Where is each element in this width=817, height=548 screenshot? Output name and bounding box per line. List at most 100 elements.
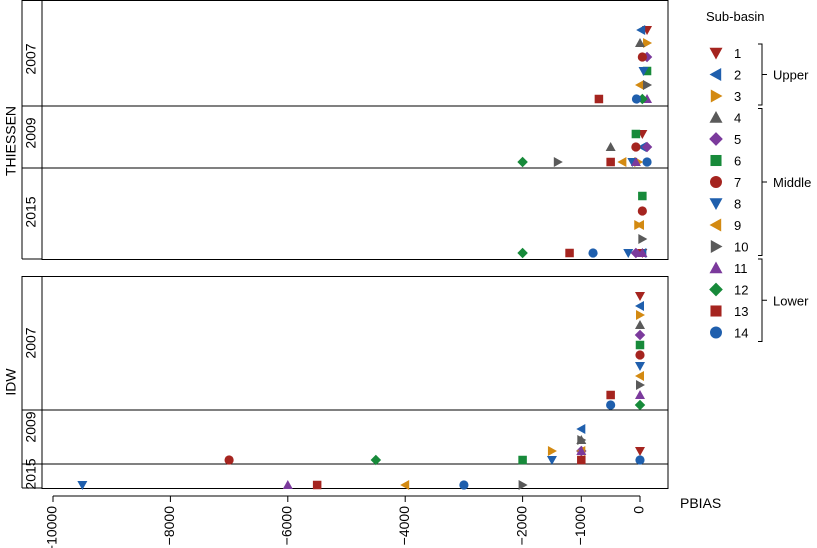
x-tick-label: −4000 <box>396 506 412 546</box>
legend-label-2: 2 <box>734 68 741 83</box>
year-label: 2007 <box>23 43 39 74</box>
legend-item-14: 14 <box>710 326 748 341</box>
point-thiessen-2009-sb14 <box>642 157 652 167</box>
legend-label-14: 14 <box>734 326 748 341</box>
point-thiessen-2007-sb10 <box>643 80 653 90</box>
point-thiessen-2009-sb9 <box>617 157 627 167</box>
point-thiessen-2007-sb3 <box>643 38 653 48</box>
point-thiessen-2009-sb7 <box>631 142 641 152</box>
point-idw-2009-sb8 <box>546 456 557 465</box>
legend-title: Sub-basin <box>706 9 765 24</box>
legend-label-10: 10 <box>734 240 748 255</box>
point-thiessen-2015-sb7 <box>637 206 647 216</box>
legend-group-label: Middle <box>773 175 811 190</box>
legend-item-9: 9 <box>709 218 741 233</box>
method-label: IDW <box>3 368 19 396</box>
point-idw-2007-sb4 <box>635 320 645 329</box>
legend-label-7: 7 <box>734 175 741 190</box>
legend-marker-12 <box>709 282 723 297</box>
point-idw-2009-sb14 <box>635 455 645 465</box>
legend-marker-13 <box>710 305 722 317</box>
point-idw-2007-sb3 <box>636 310 645 320</box>
point-thiessen-2015-sb13 <box>565 248 574 258</box>
legend-marker-8 <box>709 198 723 210</box>
point-thiessen-2007-sb9 <box>635 80 644 90</box>
point-thiessen-2015-sb8 <box>623 249 634 258</box>
x-tick-label: −8000 <box>161 506 177 546</box>
legend-item-6: 6 <box>710 154 741 169</box>
legend-marker-2 <box>709 68 722 81</box>
point-idw-2007-sb13 <box>606 390 615 400</box>
point-thiessen-2009-sb4 <box>605 142 616 151</box>
legend-marker-10 <box>710 240 723 253</box>
legend-bracket <box>758 108 767 256</box>
data-points <box>77 25 653 490</box>
legend-item-4: 4 <box>709 111 741 126</box>
method-label: THIESSEN <box>3 106 19 176</box>
legend: Sub-basin1234567891011121314UpperMiddleL… <box>706 9 811 342</box>
legend-label-5: 5 <box>734 132 741 147</box>
point-idw-2007-sb5 <box>634 329 646 341</box>
legend-marker-14 <box>710 326 722 339</box>
x-axis-label: PBIAS <box>680 495 721 511</box>
legend-label-12: 12 <box>734 283 748 298</box>
legend-item-8: 8 <box>709 197 741 212</box>
point-idw-2007-sb11 <box>635 390 645 399</box>
legend-label-1: 1 <box>734 46 741 61</box>
point-idw-2007-sb10 <box>636 380 645 390</box>
point-thiessen-2007-sb6 <box>642 66 652 76</box>
legend-label-13: 13 <box>734 304 748 319</box>
year-label: 2007 <box>23 327 39 358</box>
point-idw-2009-sb3 <box>547 446 557 456</box>
x-axis: −10000 −8000 −6000 −4000 −2000 −1000 0 PBIAS <box>44 495 722 548</box>
point-idw-2009-sb12 <box>370 454 382 466</box>
year-label: 2015 <box>23 458 39 489</box>
legend-marker-4 <box>709 111 723 123</box>
point-thiessen-2015-sb6 <box>638 191 647 201</box>
legend-group-label: Lower <box>773 293 809 308</box>
point-thiessen-2009-sb10 <box>553 157 563 167</box>
year-label: 2015 <box>23 196 39 227</box>
point-thiessen-2009-sb13 <box>606 157 615 167</box>
point-thiessen-2009-sb5 <box>641 141 653 153</box>
point-idw-2007-sb14 <box>606 400 616 410</box>
legend-item-7: 7 <box>710 175 741 190</box>
legend-marker-5 <box>709 132 723 146</box>
legend-item-12: 12 <box>709 283 748 298</box>
legend-marker-3 <box>710 89 723 103</box>
legend-item-2: 2 <box>709 68 741 83</box>
point-thiessen-2009-sb11 <box>630 157 641 166</box>
point-thiessen-2007-sb2 <box>636 25 646 35</box>
point-idw-2007-sb2 <box>635 301 644 311</box>
legend-marker-1 <box>709 47 723 60</box>
legend-marker-6 <box>710 154 722 167</box>
point-idw-2009-sb6 <box>518 455 527 465</box>
point-idw-2009-sb1 <box>635 447 645 456</box>
x-tick-label: −6000 <box>279 506 295 546</box>
point-thiessen-2015-sb12 <box>517 247 528 259</box>
legend-item-5: 5 <box>709 132 741 147</box>
point-thiessen-2015-sb14 <box>588 248 598 258</box>
legend-label-3: 3 <box>734 89 741 104</box>
legend-label-6: 6 <box>734 154 741 169</box>
legend-label-9: 9 <box>734 218 741 233</box>
point-idw-2007-sb8 <box>635 362 645 371</box>
point-idw-2015-sb8 <box>77 481 88 490</box>
panel-frame <box>41 0 669 260</box>
point-thiessen-2007-sb8 <box>638 67 649 76</box>
point-thiessen-2015-sb10 <box>638 234 648 244</box>
point-idw-2009-sb11 <box>576 446 587 455</box>
legend-marker-7 <box>710 176 722 188</box>
point-thiessen-2007-sb4 <box>635 38 645 47</box>
point-thiessen-2007-sb7 <box>637 52 647 62</box>
point-thiessen-2009-sb12 <box>517 156 528 168</box>
x-tick-label: −10000 <box>44 506 60 548</box>
point-idw-2007-sb12 <box>634 399 646 411</box>
legend-label-11: 11 <box>734 261 748 276</box>
point-idw-2007-sb6 <box>635 340 645 350</box>
point-idw-2015-sb11 <box>282 480 293 489</box>
x-tick-label: 0 <box>631 506 647 514</box>
point-idw-2015-sb14 <box>459 480 469 490</box>
